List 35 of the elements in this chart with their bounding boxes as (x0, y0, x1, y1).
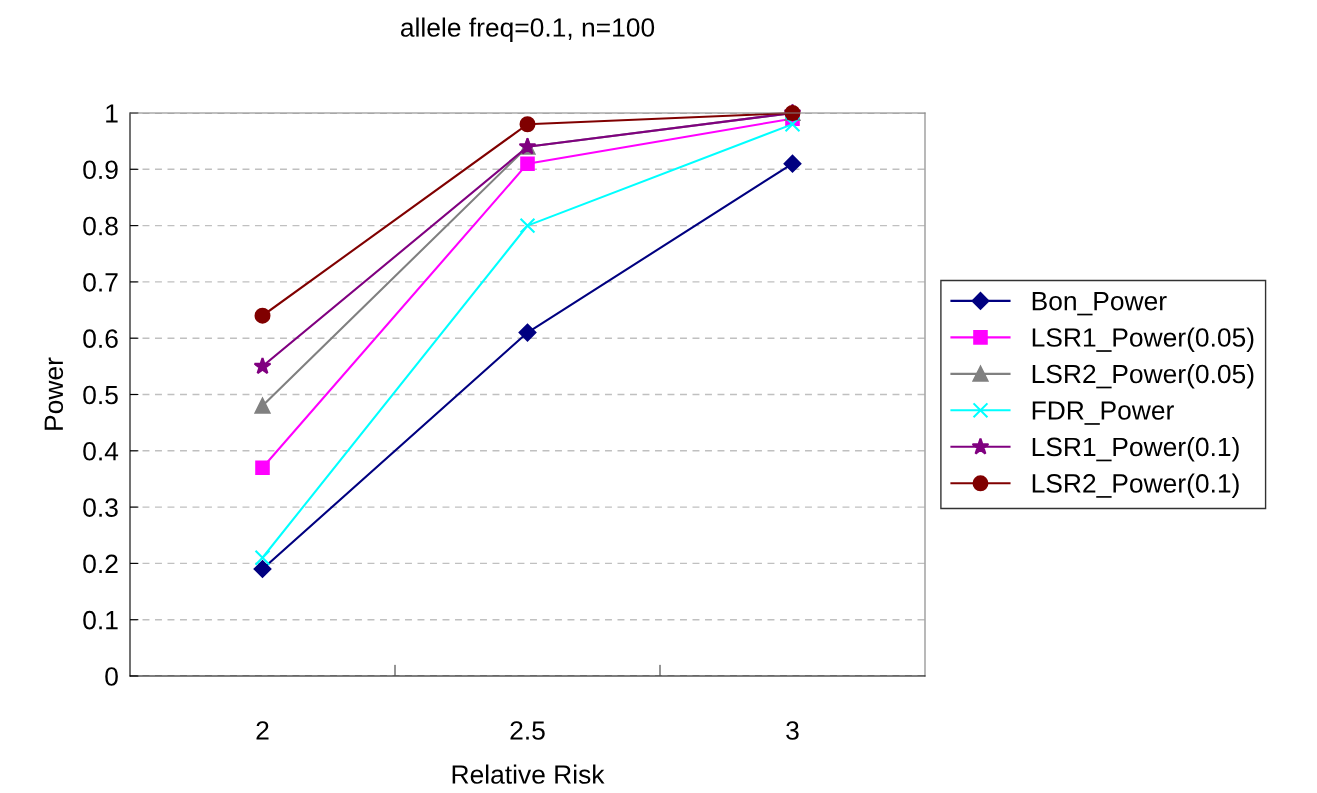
legend-label: Bon_Power (1032, 291, 1167, 316)
point (253, 560, 272, 578)
y-tick-label: 0.5 (83, 385, 118, 405)
point (518, 323, 537, 342)
legend-label: LSR1_Power(0.1) (1032, 436, 1239, 462)
point (253, 356, 272, 375)
y-tick-label: 0.7 (83, 273, 118, 292)
x-tick-label: 3 (786, 721, 799, 740)
point (783, 154, 802, 173)
y-tick-label: 0.2 (83, 554, 118, 574)
x-axis-title: Relative Risk (452, 764, 605, 784)
y-tick-label: 0.3 (83, 498, 118, 517)
y-tick-label: 1 (106, 104, 118, 123)
y-tick-label: 0.8 (83, 216, 118, 236)
y-axis-title: Power (44, 357, 64, 430)
point (519, 217, 536, 234)
y-tick-label: 0.1 (83, 610, 118, 630)
point (254, 307, 271, 324)
point (784, 116, 801, 133)
point (255, 460, 270, 475)
chart-title: allele freq=0.1, n=100 (400, 17, 655, 43)
legend-label: LSR2_Power(0.1) (1032, 473, 1239, 498)
point (254, 549, 271, 566)
point (519, 116, 536, 133)
y-tick-label: 0.4 (83, 441, 119, 461)
point (520, 156, 535, 171)
legend-label: LSR2_Power(0.05) (1032, 363, 1254, 389)
y-tick-label: 0.6 (83, 329, 118, 349)
legend-label: FDR_Power (1032, 401, 1174, 425)
x-tick-label: 2.5 (510, 721, 545, 740)
y-tick-label: 0.9 (83, 160, 118, 180)
point (254, 397, 271, 414)
x-tick-label: 2 (256, 721, 269, 740)
y-tick-label: 0 (105, 667, 118, 686)
legend-label: LSR1_Power(0.05) (1032, 327, 1254, 353)
